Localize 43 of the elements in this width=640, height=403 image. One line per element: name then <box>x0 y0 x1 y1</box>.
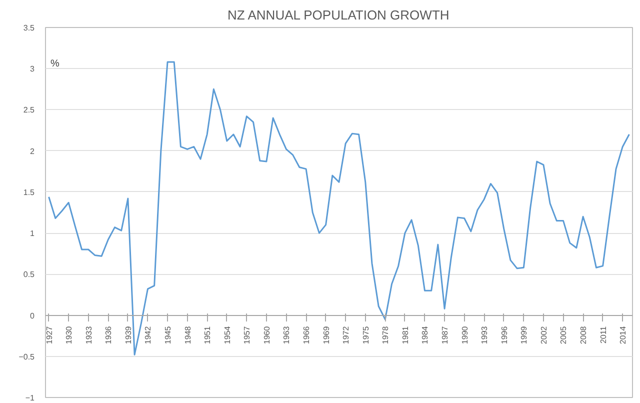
y-tick-label: 3.5 <box>23 24 36 32</box>
line-series <box>48 61 630 356</box>
y-tick-label: 1 <box>30 229 36 238</box>
y-tick-label: −0.5 <box>18 352 36 362</box>
x-tick-label: 1975 <box>361 326 370 344</box>
x-tick-label: 1987 <box>440 326 450 344</box>
y-tick-label: 2.5 <box>23 106 36 115</box>
x-tick-label: 1960 <box>262 326 272 344</box>
x-tick-label: 1963 <box>282 326 292 344</box>
x-tick-label: 1951 <box>203 326 212 344</box>
x-tick-label: 1984 <box>420 326 430 344</box>
x-tick-label: 2011 <box>598 326 608 344</box>
x-tick-label: 1993 <box>480 326 490 344</box>
x-tick-label: 2005 <box>559 326 568 344</box>
x-tick-label: 1954 <box>222 326 232 344</box>
x-tick-label: 1978 <box>381 326 390 344</box>
x-tick-label: 2014 <box>618 326 628 344</box>
x-tick-label: 1966 <box>302 326 312 344</box>
x-tick-label: 2008 <box>579 326 588 344</box>
x-tick-label: 1927 <box>44 326 54 344</box>
x-tick-label: 1981 <box>400 326 410 344</box>
y-axis-title: % <box>50 58 60 70</box>
x-tick-label: 1999 <box>520 326 529 344</box>
y-tick-label: 0.5 <box>23 270 36 280</box>
y-tick-label: 1.5 <box>23 188 36 197</box>
x-tick-label: 1990 <box>460 326 470 344</box>
x-tick-label: 1930 <box>64 326 74 344</box>
x-tick-label: 2002 <box>539 326 548 344</box>
y-tick-label: −1 <box>25 394 36 402</box>
x-tick-label: 1996 <box>500 326 509 344</box>
x-tick-label: 1933 <box>84 326 94 344</box>
x-tick-label: 1936 <box>104 326 114 344</box>
x-tick-label: 1972 <box>342 326 351 344</box>
x-tick-label: 1942 <box>144 326 153 344</box>
x-tick-label: 1939 <box>124 326 133 344</box>
y-tick-label: 2 <box>30 146 36 156</box>
x-tick-label: 1969 <box>322 326 331 344</box>
x-tick-label: 1957 <box>242 326 252 344</box>
y-tick-label: 0 <box>30 311 36 320</box>
y-tick-label: 3 <box>30 64 36 74</box>
x-tick-label: 1948 <box>183 326 192 344</box>
x-tick-label: 1945 <box>164 326 173 344</box>
chart-title: NZ ANNUAL POPULATION GROWTH <box>228 8 450 22</box>
